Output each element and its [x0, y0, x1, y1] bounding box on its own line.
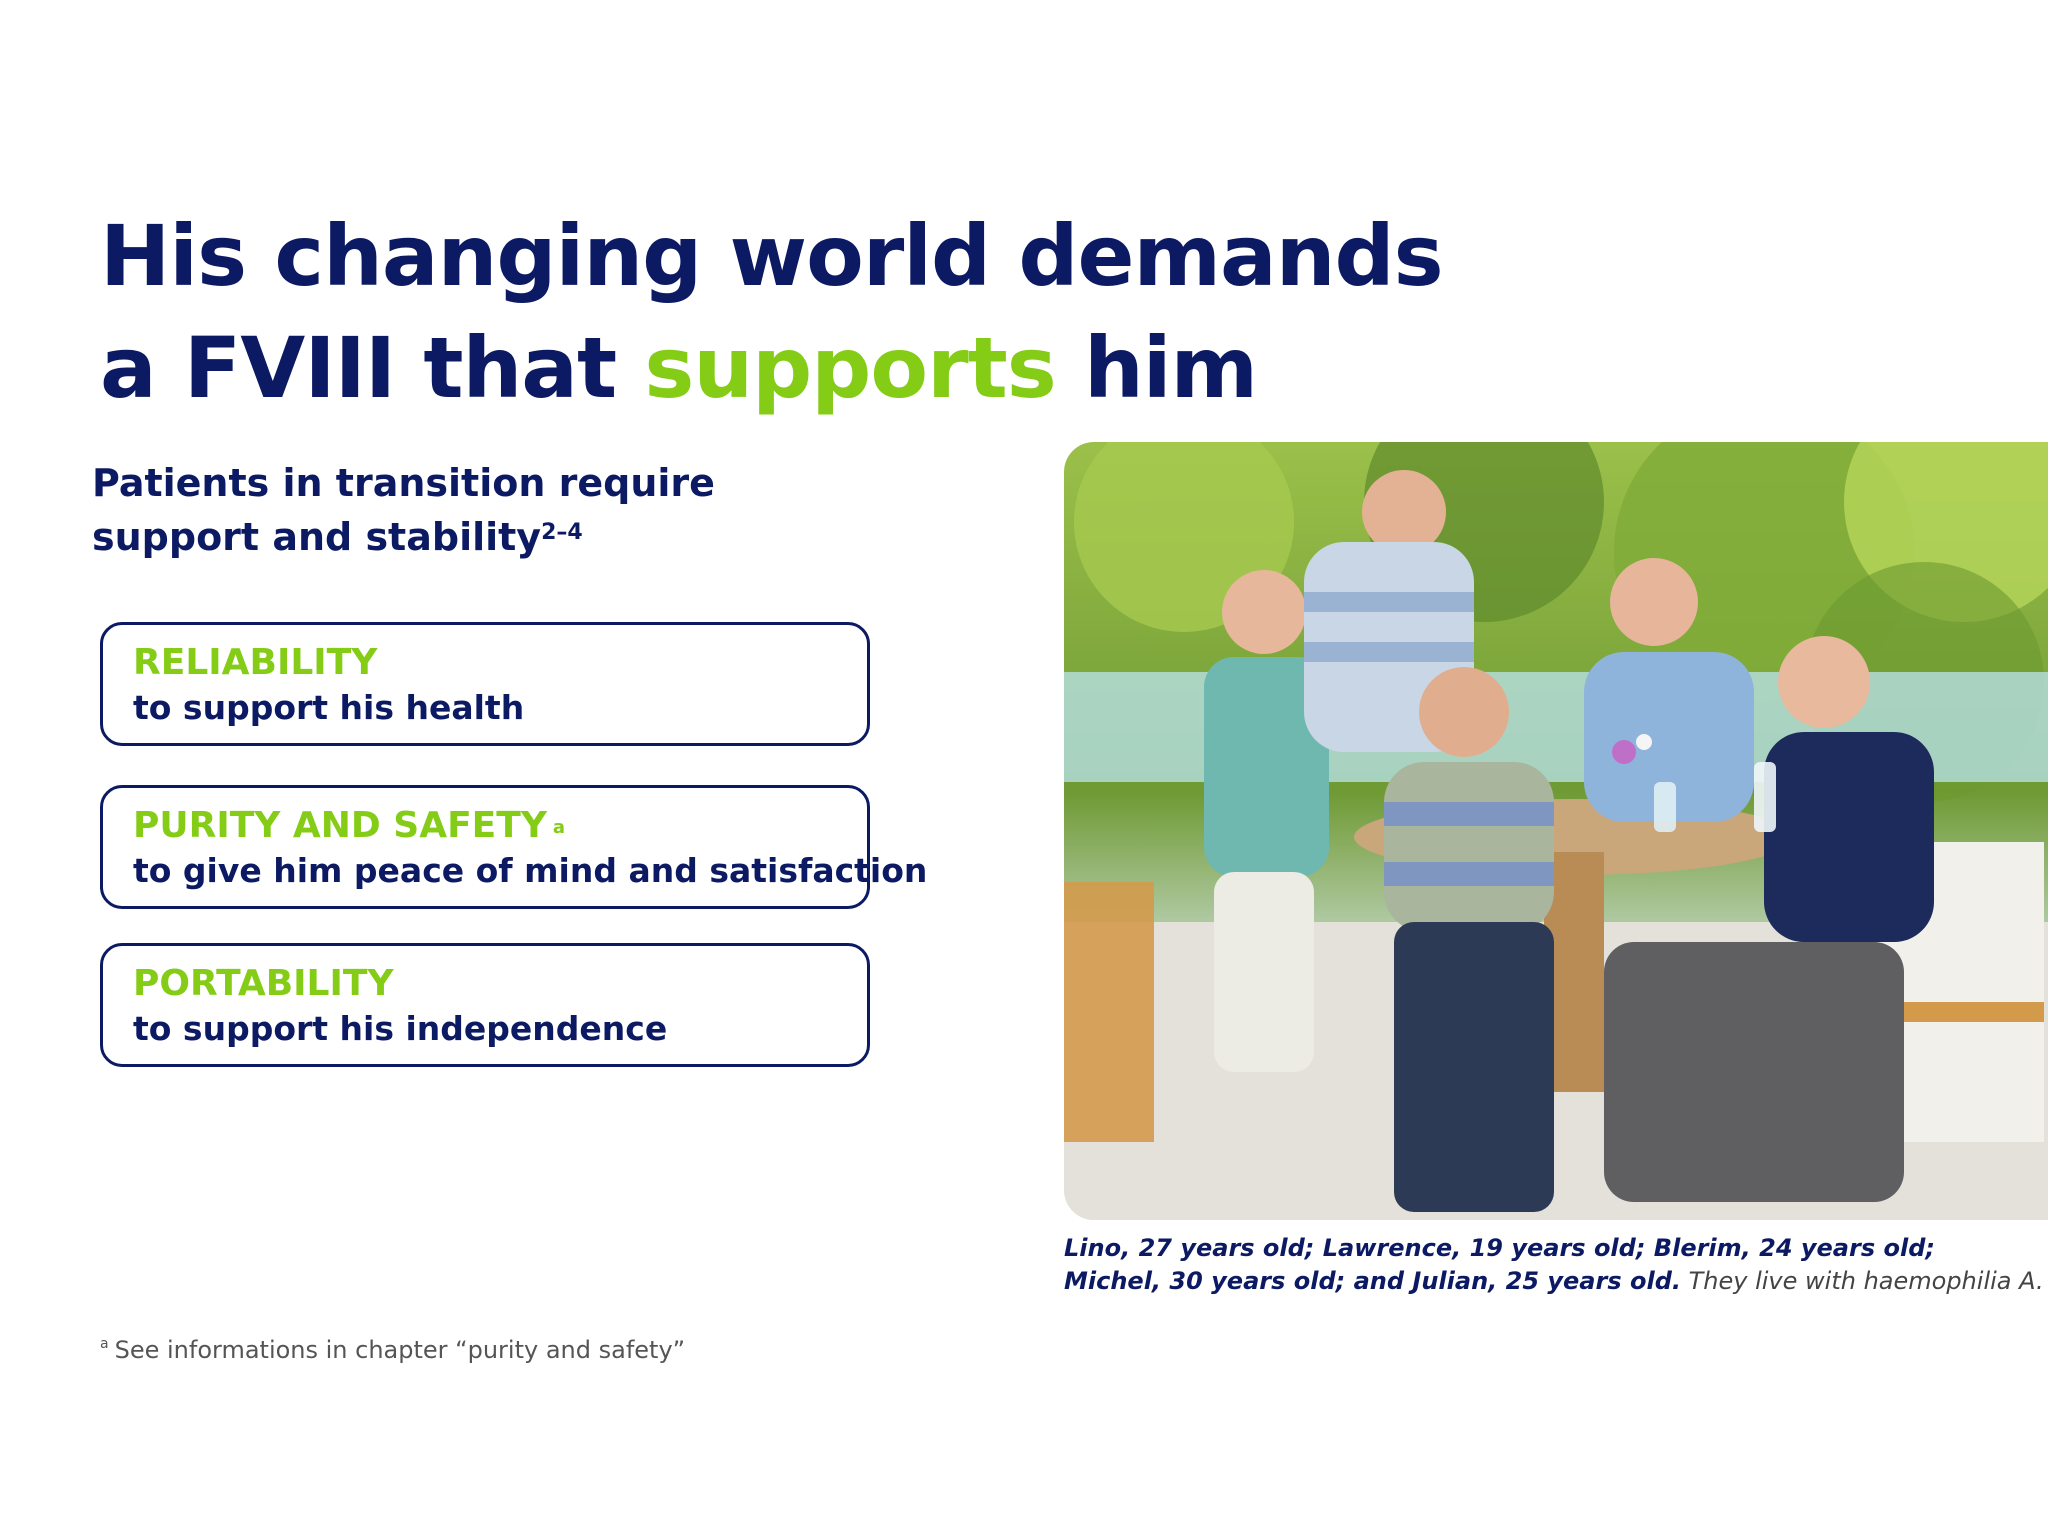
footnote: a See informations in chapter “purity and… — [100, 1336, 685, 1364]
caption-names-line-1: Lino, 27 years old; Lawrence, 19 years o… — [1064, 1234, 1935, 1262]
headline: His changing world demands a FVIII that … — [100, 200, 1444, 424]
subheading: Patients in transition require support a… — [92, 456, 715, 564]
card-text: to support his independence — [133, 1009, 668, 1048]
photo-caption: Lino, 27 years old; Lawrence, 19 years o… — [1064, 1232, 2044, 1298]
headline-line-2-suffix: him — [1055, 319, 1258, 417]
group-photo — [1064, 442, 2048, 1220]
card-title: PORTABILITY — [133, 962, 837, 1006]
card-text: to give him peace of mind and satisfacti… — [133, 851, 928, 890]
subheading-reference: 2–4 — [541, 520, 583, 545]
card-text: to support his health — [133, 688, 525, 727]
card-title: RELIABILITY — [133, 641, 837, 685]
footnote-marker: a — [100, 1336, 109, 1352]
subheading-line-1: Patients in transition require — [92, 461, 715, 505]
subheading-line-2: support and stability — [92, 515, 542, 559]
card-title: PURITY AND SAFETY a — [133, 804, 837, 848]
card-purity-safety: PURITY AND SAFETY a to give him peace of … — [100, 785, 928, 909]
footnote-marker: a — [552, 817, 566, 838]
headline-line-1: His changing world demands — [100, 207, 1444, 305]
card-title-text: PORTABILITY — [133, 963, 394, 1004]
footnote-text: See informations in chapter “purity and … — [114, 1336, 686, 1364]
caption-names-line-2: Michel, 30 years old; and Julian, 25 yea… — [1064, 1267, 1681, 1295]
headline-line-2-prefix: a FVIII that — [100, 319, 645, 417]
card-title-text: RELIABILITY — [133, 642, 378, 683]
card-title-text: PURITY AND SAFETY — [133, 805, 547, 846]
caption-condition: They live with haemophilia A. — [1681, 1267, 2044, 1295]
card-portability: PORTABILITY to support his independence — [100, 943, 870, 1067]
card-reliability: RELIABILITY to support his health — [100, 622, 870, 746]
headline-highlight: supports — [644, 319, 1056, 417]
